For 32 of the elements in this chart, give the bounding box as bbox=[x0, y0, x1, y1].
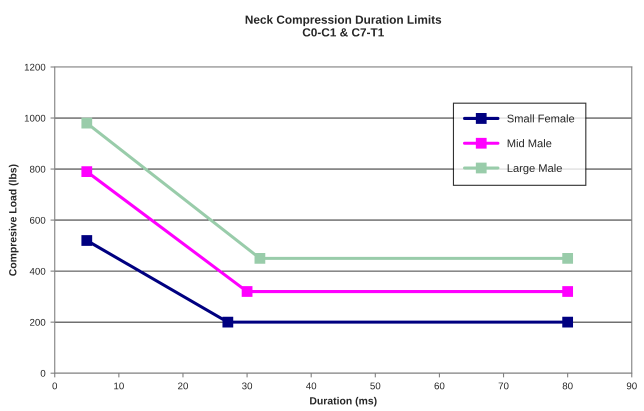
point bbox=[222, 316, 234, 328]
x-tick-label: 10 bbox=[114, 382, 124, 390]
point bbox=[81, 118, 92, 129]
legend-label: Mid Male bbox=[508, 139, 552, 148]
x-tick-label: 30 bbox=[242, 382, 252, 390]
y-tick-label: 800 bbox=[30, 166, 46, 173]
x-tick-label: 80 bbox=[562, 382, 573, 390]
y-tick-label: 1000 bbox=[24, 114, 46, 122]
y-tick-label: 200 bbox=[30, 318, 46, 326]
x-tick-label: 40 bbox=[306, 382, 316, 390]
y-tick-label: 1200 bbox=[24, 64, 46, 71]
point bbox=[562, 252, 574, 264]
y-tick-label: 600 bbox=[30, 216, 46, 224]
y-tick-label: 0 bbox=[40, 370, 46, 377]
point bbox=[254, 252, 266, 264]
x-tick-label: 20 bbox=[178, 382, 188, 390]
chart-title: Neck Compression Duration Limits C0-C1 & C7-T1 bbox=[246, 15, 442, 37]
y-axis-title: Compresive Load (lbs) bbox=[8, 164, 19, 276]
x-tick-label: 60 bbox=[434, 382, 444, 390]
x-tick-label: 50 bbox=[370, 382, 380, 390]
x-axis-title: Duration (ms) bbox=[310, 396, 377, 407]
x-tick-label: 90 bbox=[626, 382, 637, 390]
point bbox=[242, 286, 252, 297]
point bbox=[562, 316, 574, 328]
point bbox=[562, 286, 574, 297]
point bbox=[81, 166, 92, 177]
y-tick-label: 400 bbox=[30, 268, 46, 275]
legend-label: Large Male bbox=[508, 164, 562, 174]
x-tick-label: 0 bbox=[52, 382, 58, 390]
point bbox=[81, 235, 92, 246]
x-tick-label: 70 bbox=[498, 382, 509, 390]
legend-label: Small Female bbox=[507, 114, 574, 122]
